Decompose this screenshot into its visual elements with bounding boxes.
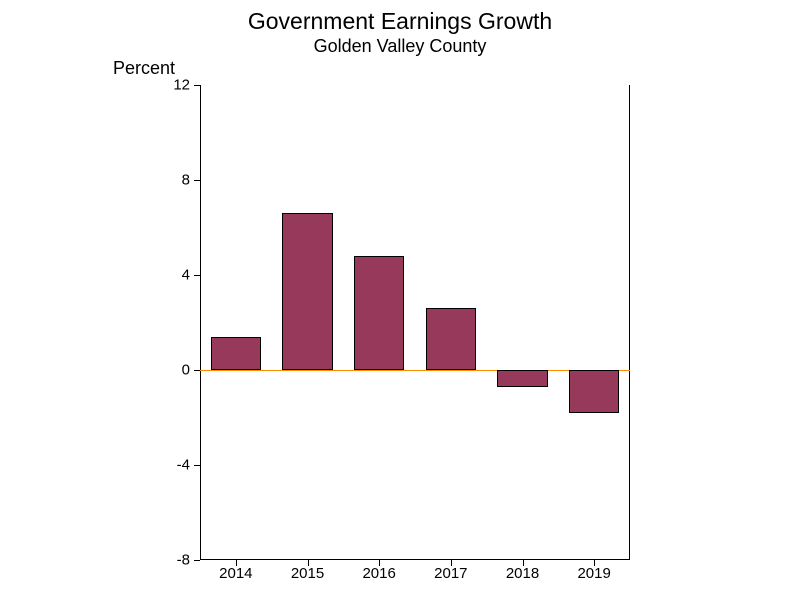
x-tick-label: 2017 — [434, 565, 467, 582]
y-tick — [194, 180, 200, 181]
x-tick-label: 2016 — [362, 565, 395, 582]
bar — [426, 308, 476, 370]
y-tick — [194, 85, 200, 86]
zero-line — [200, 370, 630, 371]
x-tick-label: 2015 — [291, 565, 324, 582]
chart-title: Government Earnings Growth — [0, 8, 800, 35]
plot-area — [200, 85, 630, 560]
x-tick-label: 2018 — [506, 565, 539, 582]
y-tick-label: -4 — [150, 457, 190, 474]
y-tick-label: 0 — [150, 362, 190, 379]
bar — [211, 337, 261, 370]
chart-subtitle: Golden Valley County — [0, 36, 800, 57]
y-tick — [194, 465, 200, 466]
y-tick — [194, 560, 200, 561]
y-tick-label: 12 — [150, 77, 190, 94]
x-tick-label: 2014 — [219, 565, 252, 582]
bar — [569, 370, 619, 413]
y-tick-label: 4 — [150, 267, 190, 284]
y-tick-label: 8 — [150, 172, 190, 189]
y-tick — [194, 275, 200, 276]
chart-page: { "chart": { "type": "bar", "title": "Go… — [0, 0, 800, 600]
x-tick-label: 2019 — [577, 565, 610, 582]
bar — [497, 370, 547, 387]
bar — [354, 256, 404, 370]
bar — [282, 213, 332, 370]
y-tick-label: -8 — [150, 552, 190, 569]
